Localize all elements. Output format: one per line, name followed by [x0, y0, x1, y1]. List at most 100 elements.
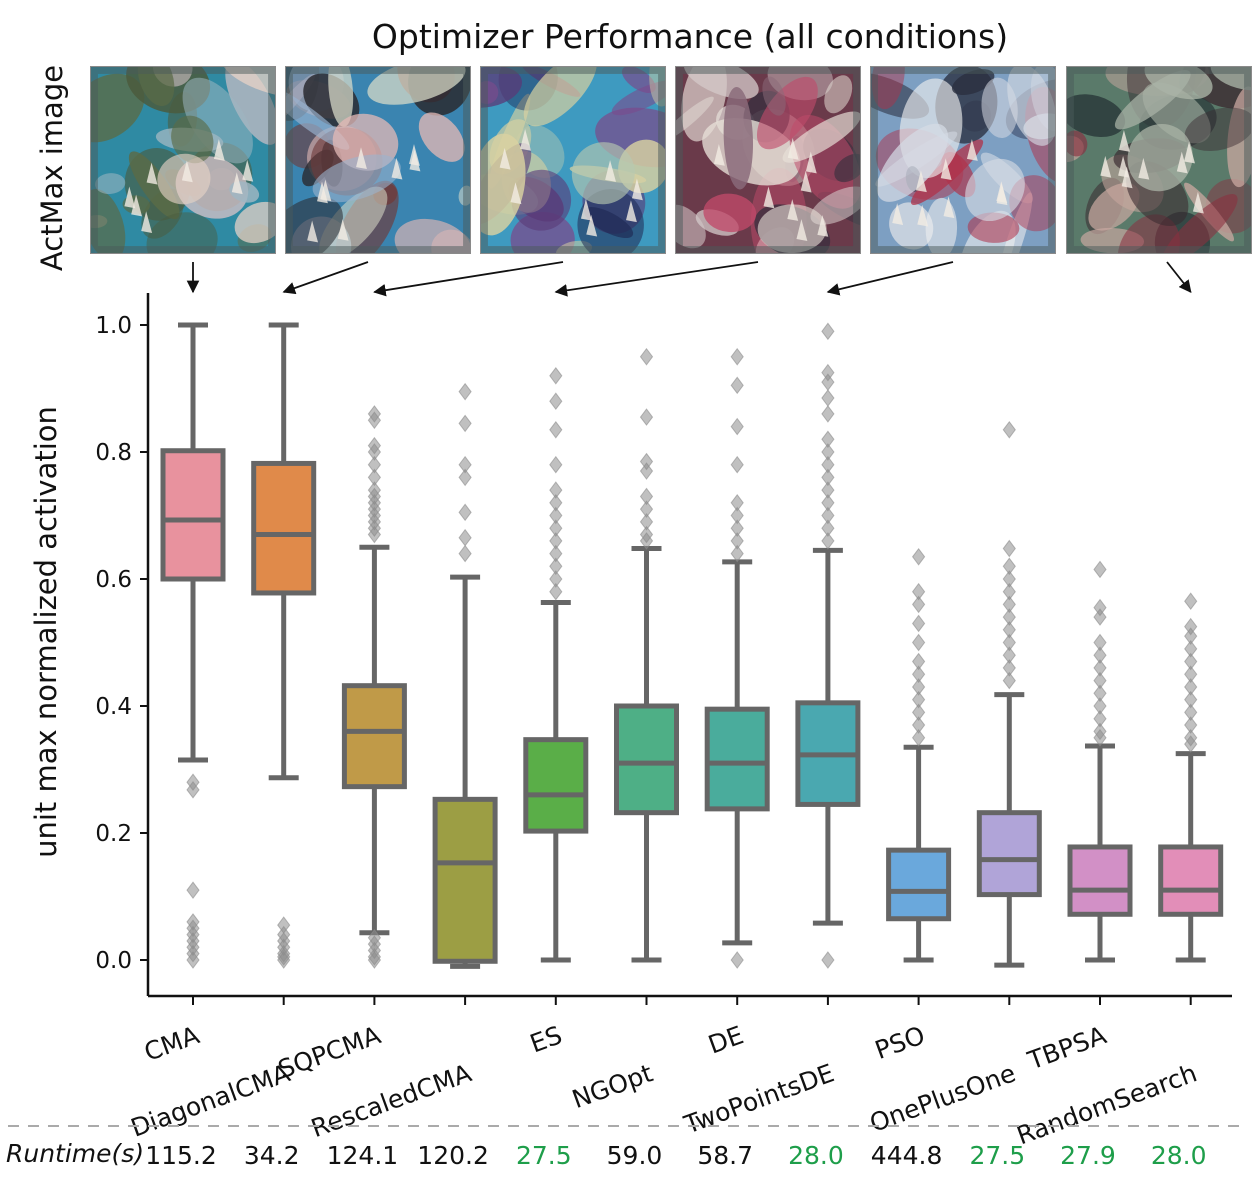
actmax-image-sqpcma — [480, 66, 666, 254]
box-de — [704, 347, 770, 969]
outlier-point — [277, 951, 291, 969]
runtime-value: 27.5 — [516, 1141, 572, 1170]
runtime-value: 28.0 — [1151, 1141, 1207, 1170]
box-es — [523, 366, 589, 963]
box-sqpcma — [341, 405, 407, 969]
iqr-box — [886, 847, 952, 922]
y-tick-label: 0.8 — [95, 440, 132, 466]
outlier-point — [1093, 560, 1107, 579]
box-oneplusone — [976, 420, 1042, 968]
runtime-value: 124.1 — [327, 1141, 399, 1170]
runtime-value: 27.5 — [969, 1141, 1025, 1170]
outlier-point — [367, 525, 382, 544]
box-pso — [886, 547, 952, 963]
box-ngopt — [614, 347, 679, 963]
outlier-point — [911, 614, 926, 633]
outlier-point — [730, 376, 744, 395]
runtime-value: 59.0 — [607, 1141, 663, 1170]
runtime-label: Runtime(s) — [6, 1139, 144, 1168]
iqr-box — [160, 448, 226, 582]
iqr-box — [523, 737, 589, 834]
iqr-box — [976, 810, 1042, 898]
actmax-image-row — [0, 0, 1254, 270]
x-tick-label: RescaledCMA — [307, 1058, 475, 1143]
iqr-box — [251, 460, 317, 596]
box-diagonalcma — [251, 322, 317, 969]
runtime-value: 28.0 — [788, 1141, 844, 1170]
actmax-image-cma — [90, 66, 276, 254]
iqr-box — [1067, 844, 1133, 917]
outlier-point — [1184, 592, 1198, 611]
outlier-point — [821, 405, 835, 423]
box-plot-area: 0.0 0.2 0.4 0.6 0.8 1.0 CMADiagonalCMASQPCMARe… — [95, 293, 1232, 1150]
outlier-point — [821, 389, 835, 407]
outlier-point — [639, 532, 654, 550]
y-axis-label: unit max normalized activation — [29, 406, 63, 858]
actmax-image-diagonalcma — [285, 66, 471, 254]
outlier-point — [186, 881, 200, 899]
iqr-box — [704, 706, 770, 812]
outlier-point — [730, 417, 744, 436]
outlier-point — [821, 373, 835, 391]
x-tick-label: NGOpt — [568, 1058, 656, 1114]
y-tick-label: 0.0 — [95, 948, 132, 974]
outlier-point — [1093, 728, 1107, 747]
runtime-row: Runtime(s) 115.2 34.2 124.1 120.2 27.5 59.0 58.… — [6, 1125, 1246, 1170]
iqr-box — [614, 703, 679, 816]
iqr-box — [1158, 844, 1224, 917]
x-tick-label: DiagonalCMA — [127, 1058, 294, 1142]
image-arrows — [186, 261, 1192, 297]
runtime-value: 115.2 — [145, 1141, 217, 1170]
x-tick-label: SQPCMA — [274, 1020, 384, 1084]
outlier-point — [639, 347, 654, 366]
x-tick-label: PSO — [871, 1020, 928, 1065]
image-arrow — [554, 261, 759, 297]
outlier-point — [458, 503, 472, 522]
runtime-value: 27.9 — [1060, 1141, 1116, 1170]
y-tick-label: 1.0 — [95, 313, 132, 339]
outlier-point — [1002, 420, 1016, 439]
outlier-point — [458, 414, 472, 433]
x-tick-label: TwoPointsDE — [680, 1058, 838, 1139]
x-tick-label: ES — [526, 1020, 566, 1058]
outlier-point — [1184, 735, 1198, 753]
x-tick-label: TBPSA — [1023, 1020, 1110, 1075]
outlier-point — [911, 595, 926, 614]
outlier-point — [549, 455, 563, 474]
outlier-point — [821, 322, 835, 341]
outlier-point — [1093, 608, 1107, 626]
outlier-point — [367, 951, 382, 969]
outlier-point — [639, 408, 654, 426]
outlier-point — [911, 633, 926, 652]
outlier-point — [549, 392, 563, 411]
outlier-point — [1002, 539, 1016, 558]
box-twopointsde — [795, 322, 861, 969]
runtime-value: 34.2 — [244, 1141, 300, 1170]
outlier-point — [367, 411, 382, 430]
outlier-point — [458, 382, 472, 401]
outlier-point — [549, 420, 563, 439]
box-cma — [160, 322, 226, 969]
outlier-point — [730, 951, 744, 969]
outlier-point — [186, 780, 200, 799]
outlier-point — [730, 347, 744, 366]
outlier-point — [821, 532, 835, 550]
actmax-image-randomsearch — [1066, 66, 1252, 254]
outlier-point — [458, 528, 472, 547]
outlier-point — [730, 544, 744, 563]
outlier-point — [458, 544, 472, 563]
outlier-point — [639, 462, 654, 480]
chart-title: Optimizer Performance (all conditions) — [372, 17, 1008, 56]
runtime-value: 120.2 — [417, 1141, 489, 1170]
actmax-image-label: ActMax image — [35, 65, 69, 271]
image-arrow — [826, 261, 954, 296]
runtime-value: 444.8 — [871, 1141, 943, 1170]
iqr-box — [432, 796, 498, 964]
runtime-value: 58.7 — [697, 1141, 753, 1170]
box-rescaledcma — [432, 382, 498, 969]
image-arrow — [1166, 261, 1192, 293]
outlier-point — [186, 951, 200, 969]
x-tick-label: CMA — [140, 1020, 203, 1066]
outlier-point — [549, 366, 563, 385]
